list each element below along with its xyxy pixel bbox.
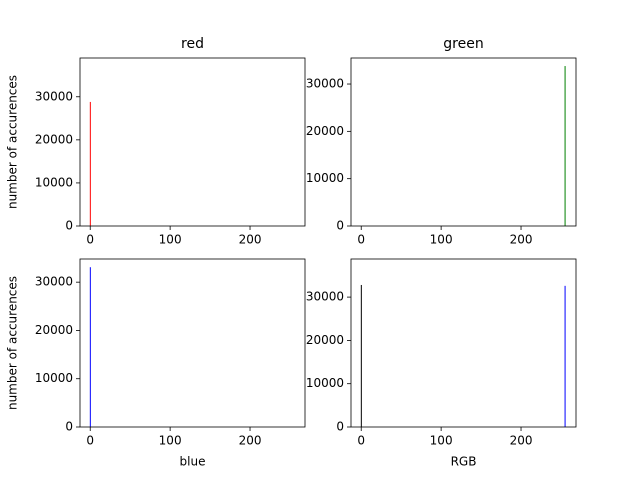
bar [89, 101, 91, 226]
y-tick-label: 0 [336, 420, 344, 434]
x-tick-label: 200 [510, 434, 533, 448]
x-tick-label: 200 [239, 434, 262, 448]
x-tick-label: 200 [510, 233, 533, 247]
y-tick-label: 0 [336, 219, 344, 233]
x-tick-label: 100 [159, 233, 182, 247]
y-tick-label: 20000 [306, 124, 344, 138]
x-tick-label: 200 [239, 233, 262, 247]
x-tick-label: 0 [86, 434, 94, 448]
x-axis-label: RGB [451, 455, 477, 469]
x-tick-label: 100 [159, 434, 182, 448]
y-tick-label: 10000 [306, 171, 344, 185]
y-axis-label: number of accurences [6, 75, 20, 209]
x-tick-label: 0 [357, 434, 365, 448]
axes-frame [350, 57, 577, 227]
axes-title: red [181, 36, 204, 52]
axes-title: green [443, 36, 483, 52]
y-tick-label: 30000 [35, 89, 73, 103]
axes-frame [350, 258, 577, 428]
y-tick-label: 20000 [35, 132, 73, 146]
bar [360, 284, 362, 427]
bar [564, 285, 566, 427]
y-tick-label: 10000 [35, 371, 73, 385]
y-tick-label: 20000 [306, 333, 344, 347]
y-tick-label: 30000 [306, 290, 344, 304]
y-tick-label: 10000 [306, 376, 344, 390]
axes-frame [79, 57, 306, 227]
axes-frame [79, 258, 306, 428]
y-axis-label: number of accurences [6, 276, 20, 410]
x-tick-label: 100 [430, 434, 453, 448]
bar [564, 66, 566, 226]
x-tick-label: 0 [357, 233, 365, 247]
y-tick-label: 0 [65, 219, 73, 233]
x-tick-label: 0 [86, 233, 94, 247]
y-tick-label: 30000 [35, 275, 73, 289]
y-tick-label: 0 [65, 420, 73, 434]
y-tick-label: 20000 [35, 323, 73, 337]
y-tick-label: 30000 [306, 77, 344, 91]
bar [89, 267, 91, 427]
y-tick-label: 10000 [35, 175, 73, 189]
x-tick-label: 100 [430, 233, 453, 247]
x-axis-label: blue [180, 455, 206, 469]
